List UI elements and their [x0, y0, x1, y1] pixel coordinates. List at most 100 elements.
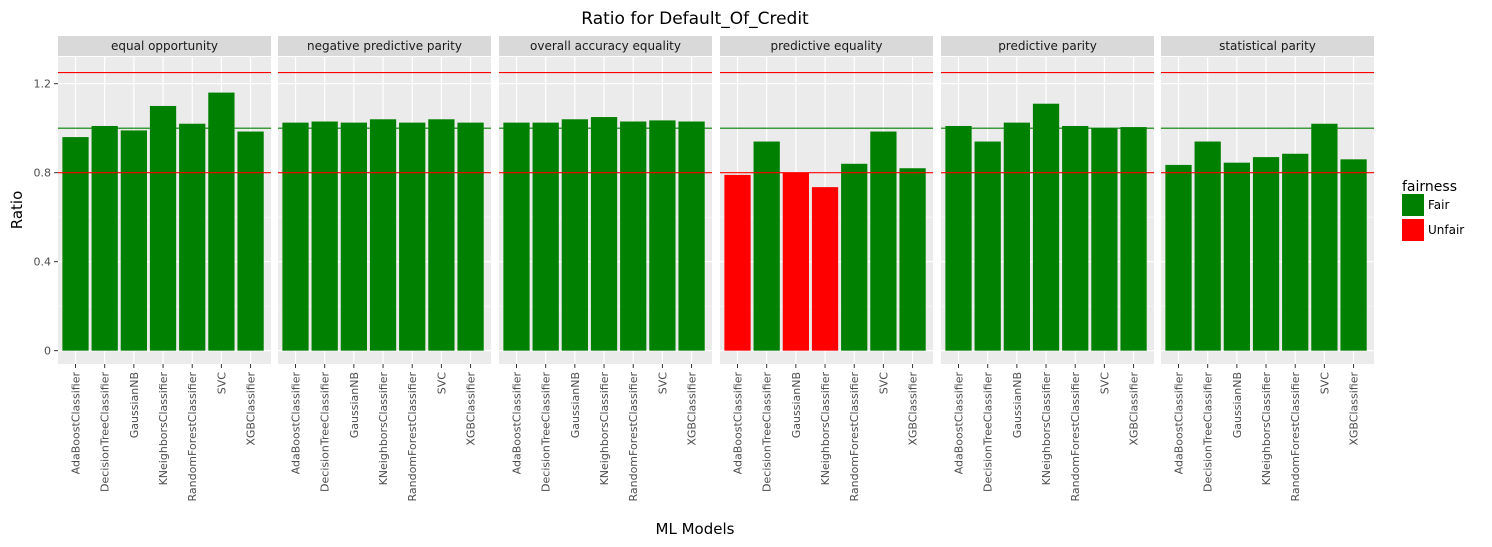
bar: [1165, 164, 1192, 351]
y-tick-label: 0.8: [34, 167, 52, 180]
bar: [208, 92, 235, 351]
facet-strip: [941, 36, 1154, 56]
x-tick-label: SVC: [215, 372, 228, 395]
x-tick-label: XGBClassifier: [245, 372, 258, 446]
x-tick-label: SVC: [1318, 372, 1331, 395]
x-tick-label: XGBClassifier: [1128, 372, 1141, 446]
legend-title: fairness: [1402, 179, 1457, 195]
facet-strip: [720, 36, 933, 56]
bar: [974, 141, 1001, 351]
x-tick-label: SVC: [877, 372, 890, 395]
chart-title: Ratio for Default_Of_Credit: [581, 9, 809, 29]
x-tick-label: GaussianNB: [569, 372, 582, 438]
facet-strip-label: predictive equality: [771, 39, 883, 53]
bar: [811, 187, 839, 351]
bar: [282, 122, 309, 351]
bar: [457, 122, 484, 351]
x-tick-label: RandomForestClassifier: [848, 372, 861, 502]
bar: [62, 137, 89, 351]
bar: [1062, 125, 1089, 351]
x-tick-label: KNeighborsClassifier: [598, 372, 611, 486]
bar: [724, 174, 751, 351]
x-tick-label: RandomForestClassifier: [1069, 372, 1082, 502]
bar: [561, 119, 588, 351]
bar: [899, 168, 926, 351]
facet-strip-label: overall accuracy equality: [530, 39, 681, 53]
x-tick-label: DecisionTreeClassifier: [1202, 372, 1215, 492]
legend-label: Fair: [1428, 198, 1449, 212]
x-tick-label: XGBClassifier: [907, 372, 920, 446]
bar: [1223, 162, 1250, 351]
bar: [1194, 141, 1221, 351]
x-tick-label: SVC: [656, 372, 669, 395]
bar: [311, 121, 338, 351]
bar: [1282, 153, 1309, 351]
x-tick-label: KNeighborsClassifier: [819, 372, 832, 486]
legend-swatch: [1402, 219, 1424, 241]
y-axis: 0 0.4 0.8 1.2: [34, 78, 58, 358]
x-tick-label: RandomForestClassifier: [406, 372, 419, 502]
facet-panels: equal opportunity AdaBoostClassifier Decis…: [58, 36, 1374, 502]
facet-strip: [58, 36, 271, 56]
bar: [532, 122, 559, 351]
x-tick-label: RandomForestClassifier: [1289, 372, 1302, 502]
bar: [428, 119, 455, 351]
bar: [149, 105, 177, 351]
bar: [870, 131, 897, 351]
x-tick-label: AdaBoostClassifier: [1173, 372, 1186, 475]
facet-panel: negative predictive parity AdaBoostClassi…: [278, 36, 491, 502]
bar: [1032, 103, 1060, 351]
x-tick-label: GaussianNB: [128, 372, 141, 438]
x-tick-label: DecisionTreeClassifier: [319, 372, 332, 492]
x-tick-label: DecisionTreeClassifier: [982, 372, 995, 492]
y-tick-label: 1.2: [34, 78, 52, 91]
bar: [340, 122, 367, 351]
facet-strip: [499, 36, 712, 56]
bar: [678, 121, 705, 351]
bar: [649, 120, 676, 351]
bar: [503, 122, 530, 351]
bar: [120, 130, 147, 351]
facet-panel: predictive parity AdaBoostClassifier Decis…: [941, 36, 1154, 502]
x-tick-label: RandomForestClassifier: [627, 372, 640, 502]
x-tick-label: DecisionTreeClassifier: [540, 372, 553, 492]
bar: [590, 117, 618, 351]
x-tick-label: KNeighborsClassifier: [1040, 372, 1053, 486]
bar: [399, 122, 426, 351]
x-tick-label: DecisionTreeClassifier: [99, 372, 112, 492]
bar: [369, 119, 397, 351]
x-tick-label: AdaBoostClassifier: [290, 372, 303, 475]
x-tick-label: RandomForestClassifier: [186, 372, 199, 502]
x-tick-label: DecisionTreeClassifier: [761, 372, 774, 492]
x-tick-label: XGBClassifier: [465, 372, 478, 446]
x-tick-label: XGBClassifier: [686, 372, 699, 446]
facet-strip-label: equal opportunity: [111, 39, 218, 53]
bar: [945, 125, 972, 351]
bar: [237, 131, 264, 351]
bar: [91, 125, 118, 351]
x-tick-label: GaussianNB: [1231, 372, 1244, 438]
bar: [1311, 123, 1338, 351]
bar: [1120, 127, 1147, 351]
x-tick-label: GaussianNB: [790, 372, 803, 438]
facet-panel: statistical parity AdaBoostClassifier Deci…: [1161, 36, 1374, 502]
facet-strip-label: statistical parity: [1219, 39, 1316, 53]
facet-strip-label: predictive parity: [998, 39, 1097, 53]
bar: [1003, 122, 1030, 351]
bar: [1252, 157, 1280, 351]
facet-panel: equal opportunity AdaBoostClassifier Decis…: [58, 36, 271, 502]
bar: [620, 121, 647, 351]
x-tick-label: AdaBoostClassifier: [511, 372, 524, 475]
y-axis-title: Ratio: [8, 191, 26, 230]
x-tick-label: XGBClassifier: [1348, 372, 1361, 446]
facet-strip-label: negative predictive parity: [307, 39, 462, 53]
bar: [753, 141, 780, 351]
x-axis-title: ML Models: [656, 520, 735, 538]
bar: [1091, 128, 1118, 351]
x-tick-label: AdaBoostClassifier: [953, 372, 966, 475]
bar: [782, 172, 809, 351]
legend-swatch: [1402, 194, 1424, 216]
facet-panel: overall accuracy equality AdaBoostClassif…: [499, 36, 712, 502]
x-tick-label: SVC: [1098, 372, 1111, 395]
